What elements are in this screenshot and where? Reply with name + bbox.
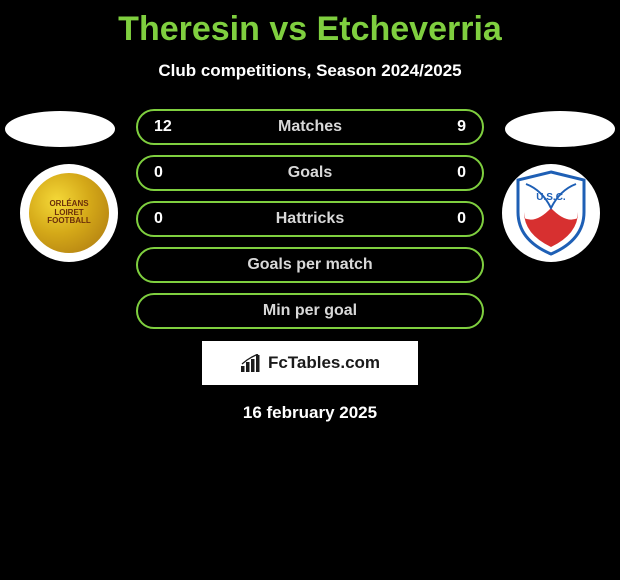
badge-left-line3: FOOTBALL <box>47 217 91 226</box>
comparison-area: ORLÉANS LOIRET FOOTBALL U.S.C. 12 Matche… <box>0 109 620 423</box>
stat-left-value: 12 <box>154 118 178 136</box>
stat-left-value: 0 <box>154 164 178 182</box>
orleans-badge-icon: ORLÉANS LOIRET FOOTBALL <box>29 173 109 253</box>
page-title: Theresin vs Etcheverria <box>0 0 620 49</box>
stat-row-hattricks: 0 Hattricks 0 <box>136 201 484 237</box>
stat-label: Goals per match <box>178 256 442 274</box>
stat-rows: 12 Matches 9 0 Goals 0 0 Hattricks 0 Goa… <box>136 109 484 329</box>
stat-label: Matches <box>178 118 442 136</box>
badge-right-initials: U.S.C. <box>536 192 566 203</box>
stat-right-value: 0 <box>442 164 466 182</box>
usc-badge-icon: U.S.C. <box>512 170 590 256</box>
date-label: 16 february 2025 <box>0 403 620 423</box>
club-badge-right: U.S.C. <box>502 164 600 262</box>
bar-chart-icon <box>240 354 262 372</box>
club-badge-left: ORLÉANS LOIRET FOOTBALL <box>20 164 118 262</box>
stat-row-matches: 12 Matches 9 <box>136 109 484 145</box>
stat-row-goals: 0 Goals 0 <box>136 155 484 191</box>
brand-name: FcTables.com <box>268 353 380 373</box>
player-avatar-right <box>505 111 615 147</box>
stat-row-goals-per-match: Goals per match <box>136 247 484 283</box>
player-avatar-left <box>5 111 115 147</box>
stat-right-value: 0 <box>442 210 466 228</box>
stat-label: Min per goal <box>178 302 442 320</box>
stat-left-value: 0 <box>154 210 178 228</box>
stat-row-min-per-goal: Min per goal <box>136 293 484 329</box>
subtitle: Club competitions, Season 2024/2025 <box>0 61 620 81</box>
stat-label: Hattricks <box>178 210 442 228</box>
stat-label: Goals <box>178 164 442 182</box>
stat-right-value: 9 <box>442 118 466 136</box>
brand-box[interactable]: FcTables.com <box>202 341 418 385</box>
